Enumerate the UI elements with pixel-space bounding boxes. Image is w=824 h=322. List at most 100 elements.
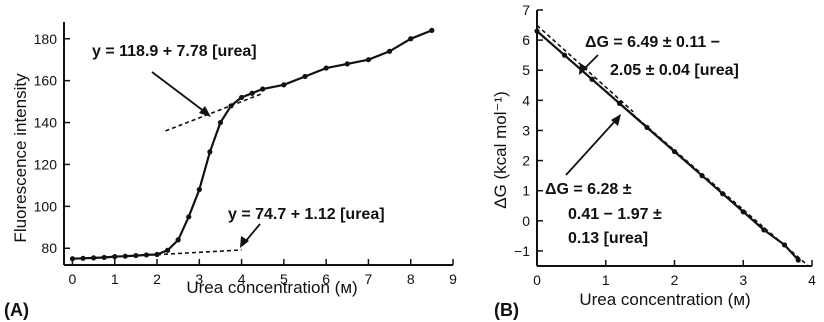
panel-a-y-ticks: 80 100 120 140 160 180 [34,31,70,256]
panel-b-y-tick-label: 5 [522,62,530,78]
panel-a-fit-label-upper: y = 118.9 + 7.78 [urea] [92,43,257,60]
panel-a-axes [63,22,453,266]
panel-a-data-point [408,36,414,42]
panel-a-fit-line [165,92,264,132]
panel-b-arrowhead-upper [579,63,588,75]
panel-a-data-point [175,237,181,243]
panel-a-fit-lines [156,92,264,256]
panel-a-data-point [207,149,213,155]
panel-a-fit-label-lower: y = 74.7 + 1.12 [urea] [228,206,385,223]
panel-b-data-point [589,76,595,82]
panel-a-data-point [122,253,128,259]
panel-b-y-tick-label: 7 [522,2,530,18]
panel-a-curve [72,29,433,260]
panel-a-y-tick-label: 100 [34,198,58,214]
panel-a-x-tick-label: 2 [153,271,161,287]
panel-a-data-point [429,27,435,33]
panel-a-x-tick-label: 9 [449,271,457,287]
panel-a-data-point [344,61,350,67]
panel-b-data-point [616,100,623,106]
panel-b-x-ticks: 0 1 2 3 4 [533,260,816,288]
panel-b-x-label: Urea concentration (м) [579,290,750,309]
panel-b-x-tick-label: 4 [808,272,816,288]
panel-b-arrow-lower [565,119,617,176]
panel-b-fit-label-upper-2: 2.05 ± 0.04 [urea] [610,62,739,79]
panel-a-data-point [133,252,139,259]
panel-a-arrow-upper [151,71,206,113]
panel-a-data-point [164,247,171,253]
panel-b-data-point [699,173,705,179]
panel-b-arrow-upper [583,54,599,70]
panel-b-y-tick-label: 4 [522,92,530,108]
panel-a-data-point [154,251,160,258]
panel-a-data-point [90,255,97,261]
panel-b-fit-label-lower-1: ΔG = 6.28 ± [545,181,632,198]
panel-a-data-point [228,103,234,109]
panel-a-fit-line [156,249,242,256]
panel-a-x-tick-label: 4 [238,271,246,287]
panel-a-data-point [217,119,224,126]
panel-b-y-ticks: −1 0 1 2 3 4 5 6 7 [514,2,543,259]
panel-b-x-tick-label: 0 [533,272,541,288]
panel-a-data-point [69,256,76,262]
panel-b-data-point [740,209,746,215]
panel-a-data-point [386,48,393,54]
panel-a-x-tick-label: 8 [407,271,415,287]
panel-b-y-tick-label: 1 [522,183,530,199]
panel-a-y-tick-label: 180 [34,31,58,47]
panel-a-x-tick-label: 7 [365,271,373,287]
panel-b-data-point [644,124,650,131]
panel-a-data-point [80,255,86,261]
panel-b-points [534,28,801,263]
panel-b-y-tick-label: 6 [522,32,530,48]
panel-b-fit-label-lower-2: 0.41 − 1.97 ± [568,206,662,223]
panel-a-data-point [112,254,118,260]
panel-a-label: (A) [4,300,29,320]
panel-b-data-point [720,191,726,197]
panel-b-y-tick-label: −1 [514,243,530,259]
panel-b-label: (B) [494,300,519,320]
panel-a: 0 1 2 3 4 5 6 7 8 9 80 100 120 140 160 180 Urea concen… [4,22,457,320]
panel-a-data-point [281,82,287,88]
panel-b-y-tick-label: 2 [522,153,530,169]
panel-a-x-tick-label: 0 [69,271,77,287]
panel-a-y-tick-label: 160 [34,73,58,89]
panel-b-data-point [561,52,568,58]
panel-a-arrowhead-upper [199,106,211,117]
panel-a-data-point [323,65,329,71]
panel-a-arrowhead-lower [240,236,249,248]
panel-a-data-point [260,86,266,92]
panel-b-y-label: ΔG (kcal mol⁻¹) [491,91,510,209]
panel-b-fit-label-lower-3: 0.13 [urea] [568,230,648,247]
panel-b-curve [536,30,800,261]
panel-a-data-point [365,57,372,63]
panel-a-y-tick-label: 120 [34,156,58,172]
panel-b-data-point [781,242,788,248]
panel-b-y-tick-label: 3 [522,122,530,138]
panel-a-x-tick-label: 1 [111,271,119,287]
panel-b-data-point [534,28,540,34]
panel-a-arrow-lower [244,223,261,243]
panel-b-fit-label-upper-1: ΔG = 6.49 ± 0.11 − [585,34,720,51]
panel-b-x-tick-label: 1 [602,272,610,288]
panel-a-x-label: Urea concentration (м) [186,278,357,297]
panel-a-data-point [302,73,308,80]
panel-b-y-tick-label: 0 [522,213,530,229]
panel-a-y-label: Fluorescence intensity [11,73,30,243]
panel-a-x-tick-label: 3 [195,271,203,287]
panel-a-y-tick-label: 140 [34,115,58,131]
panel-a-data-point [101,254,107,261]
panel-b-data-point [761,227,767,233]
panel-a-data-point [249,90,255,96]
panel-a-data-point [143,252,150,258]
panel-b-data-point [795,257,801,263]
panel-a-x-ticks: 0 1 2 3 4 5 6 7 8 9 [69,259,457,287]
panel-a-x-tick-label: 6 [322,271,330,287]
panel-a-data-point [238,94,245,101]
panel-b-data-point [671,148,678,155]
panel-a-y-tick-label: 80 [41,240,57,256]
panel-b-arrowhead-lower [611,114,621,126]
panel-a-data-point [196,186,202,193]
